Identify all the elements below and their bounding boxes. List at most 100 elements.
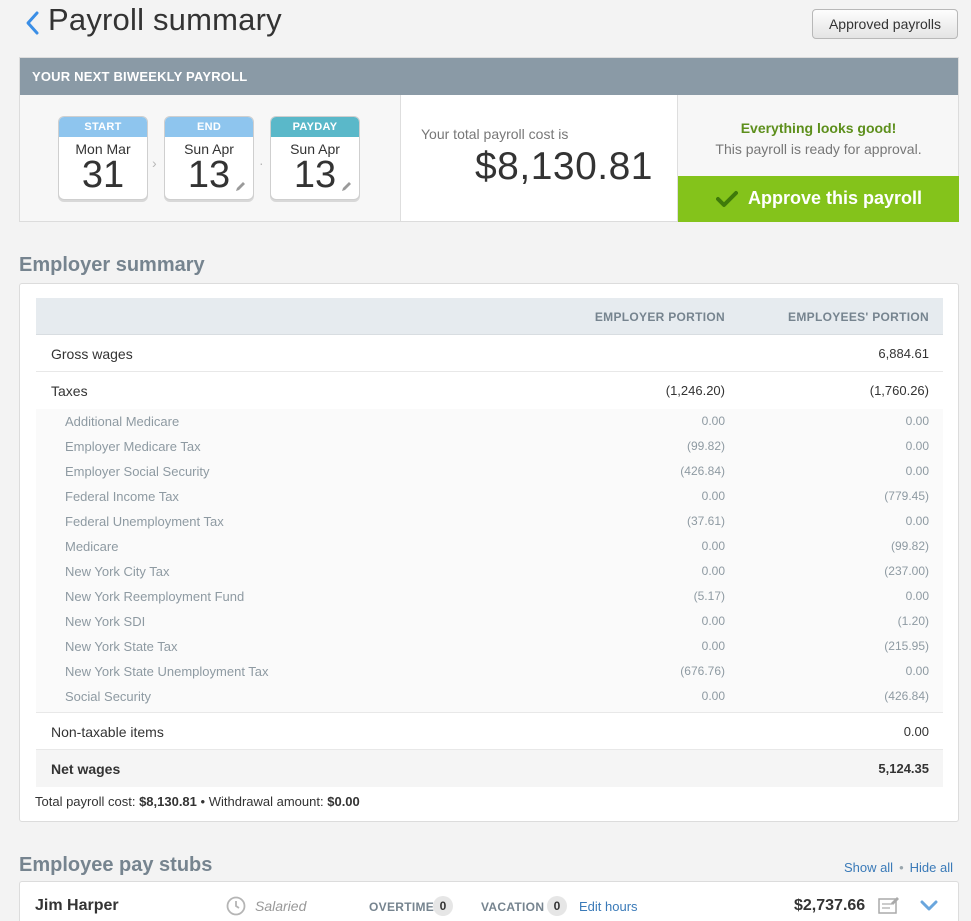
overtime-count-badge: 0 [433, 896, 453, 916]
table-row: New York Reemployment Fund (5.17) 0.00 [36, 584, 943, 609]
table-row: New York State Unemployment Tax (676.76)… [36, 659, 943, 684]
vacation-count-badge: 0 [547, 896, 567, 916]
total-separator: • [200, 794, 206, 809]
employer-value: (426.84) [680, 464, 725, 478]
tax-items: Additional Medicare 0.00 0.00 Employer M… [36, 409, 943, 713]
payday-day: 13 [293, 154, 337, 196]
employer-summary-card: EMPLOYER PORTION EMPLOYEES' PORTION Gros… [19, 283, 959, 822]
end-date-day: 13 [187, 154, 231, 196]
employees-value: (1,760.26) [869, 383, 929, 398]
tax-item-label: New York State Tax [65, 639, 178, 654]
tax-item-label: Additional Medicare [65, 414, 180, 429]
employees-value: (779.45) [884, 489, 929, 503]
vacation-label: VACATION [481, 900, 545, 914]
tax-item-label: New York Reemployment Fund [65, 589, 245, 604]
table-row-gross-wages: Gross wages 6,884.61 [36, 335, 943, 372]
table-row: New York State Tax 0.00 (215.95) [36, 634, 943, 659]
payday-calendar[interactable]: PAYDAY Sun Apr 13 [270, 116, 360, 200]
table-row-net-wages: Net wages 5,124.35 [36, 750, 943, 787]
employer-value: 0.00 [701, 614, 725, 628]
pay-stubs-title: Employee pay stubs [19, 854, 213, 876]
ready-message: This payroll is ready for approval. [715, 141, 922, 157]
end-date-calendar[interactable]: END Sun Apr 13 [164, 116, 254, 200]
employees-value: 0.00 [905, 589, 929, 603]
employees-value: 0.00 [905, 514, 929, 528]
start-date-month: Mon Mar [75, 141, 131, 157]
pencil-icon[interactable] [235, 180, 247, 192]
employees-value: (215.95) [884, 639, 929, 653]
end-date-label: END [165, 117, 253, 137]
approved-payrolls-button[interactable]: Approved payrolls [812, 9, 958, 39]
edit-stub-icon[interactable] [878, 895, 900, 915]
employer-value: (5.17) [693, 589, 725, 603]
next-payroll-panel: YOUR NEXT BIWEEKLY PAYROLL START Mon Mar… [19, 57, 959, 222]
tax-item-label: Federal Unemployment Tax [65, 514, 224, 529]
employees-value: (1.20) [897, 614, 929, 628]
hide-all-link[interactable]: Hide all [909, 860, 953, 875]
edit-hours-link[interactable]: Edit hours [579, 899, 638, 914]
table-row-non-taxable: Non-taxable items 0.00 [36, 713, 943, 750]
employees-value: 5,124.35 [878, 761, 929, 776]
tax-item-label: New York SDI [65, 614, 146, 629]
pay-stub-row[interactable]: Jim Harper Salaried OVERTIME 0 VACATION … [19, 881, 959, 921]
table-row: Federal Unemployment Tax (37.61) 0.00 [36, 509, 943, 534]
table-row-taxes: Taxes (1,246.20) (1,760.26) [36, 372, 943, 409]
employer-summary-title: Employer summary [19, 254, 205, 276]
employer-value: 0.00 [701, 564, 725, 578]
table-row: Medicare 0.00 (99.82) [36, 534, 943, 559]
table-row: Employer Medicare Tax (99.82) 0.00 [36, 434, 943, 459]
dot-separator-icon: · [259, 155, 264, 171]
overtime-label: OVERTIME [369, 900, 435, 914]
page-header: Payroll summary Approved payrolls [0, 0, 971, 52]
table-row: Employer Social Security (426.84) 0.00 [36, 459, 943, 484]
chevron-down-icon[interactable] [920, 900, 938, 912]
tax-item-label: New York City Tax [65, 564, 170, 579]
employees-value: 0.00 [905, 439, 929, 453]
tax-item-label: Medicare [65, 539, 119, 554]
payroll-cost-value: $8,130.81 [474, 145, 653, 188]
withdrawal-label: Withdrawal amount: [208, 794, 324, 809]
payroll-cost-label: Your total payroll cost is [421, 126, 569, 142]
show-hide-links: Show all • Hide all [844, 860, 953, 875]
employees-value: 0.00 [905, 664, 929, 678]
employee-name: Jim Harper [35, 897, 119, 914]
table-row: New York City Tax 0.00 (237.00) [36, 559, 943, 584]
payday-month: Sun Apr [290, 141, 340, 157]
total-cost-label: Total payroll cost: [35, 794, 136, 809]
payday-label: PAYDAY [271, 117, 359, 137]
employer-value: 0.00 [701, 414, 725, 428]
employer-value: (99.82) [686, 439, 725, 453]
show-all-link[interactable]: Show all [843, 860, 894, 875]
row-label: Taxes [51, 383, 88, 399]
employees-value: 6,884.61 [878, 346, 929, 361]
pay-stub-amount: $2,737.66 [794, 897, 866, 914]
pencil-icon[interactable] [341, 180, 353, 192]
employees-value: (237.00) [884, 564, 929, 578]
total-cost-value: $8,130.81 [139, 794, 197, 809]
row-label: Net wages [51, 761, 121, 777]
start-date-calendar: START Mon Mar 31 [58, 116, 148, 200]
employees-value: (99.82) [890, 539, 929, 553]
col-employees-portion: EMPLOYEES' PORTION [788, 310, 929, 324]
employees-value: (426.84) [884, 689, 929, 703]
tax-item-label: Federal Income Tax [65, 489, 179, 504]
page-title: Payroll summary [48, 2, 282, 37]
chevron-right-icon: › [152, 155, 157, 171]
employees-value: 0.00 [905, 414, 929, 428]
employer-value: (676.76) [680, 664, 725, 678]
approve-payroll-label: Approve this payroll [748, 188, 923, 208]
tax-item-label: Employer Medicare Tax [65, 439, 201, 454]
row-label: Gross wages [51, 346, 133, 362]
employer-value: (37.61) [686, 514, 725, 528]
employer-value: (1,246.20) [665, 383, 725, 398]
employer-value: 0.00 [701, 639, 725, 653]
employees-value: 0.00 [903, 724, 929, 739]
end-date-month: Sun Apr [184, 141, 234, 157]
withdrawal-value: $0.00 [327, 794, 360, 809]
checkmark-icon [716, 191, 738, 207]
employee-pay-type: Salaried [255, 898, 307, 914]
back-chevron-icon[interactable] [22, 9, 44, 37]
payroll-dates: START Mon Mar 31 › END Sun Apr 13 · PAYD… [20, 95, 401, 221]
approve-payroll-button[interactable]: Approve this payroll [678, 176, 959, 222]
employees-value: 0.00 [905, 464, 929, 478]
